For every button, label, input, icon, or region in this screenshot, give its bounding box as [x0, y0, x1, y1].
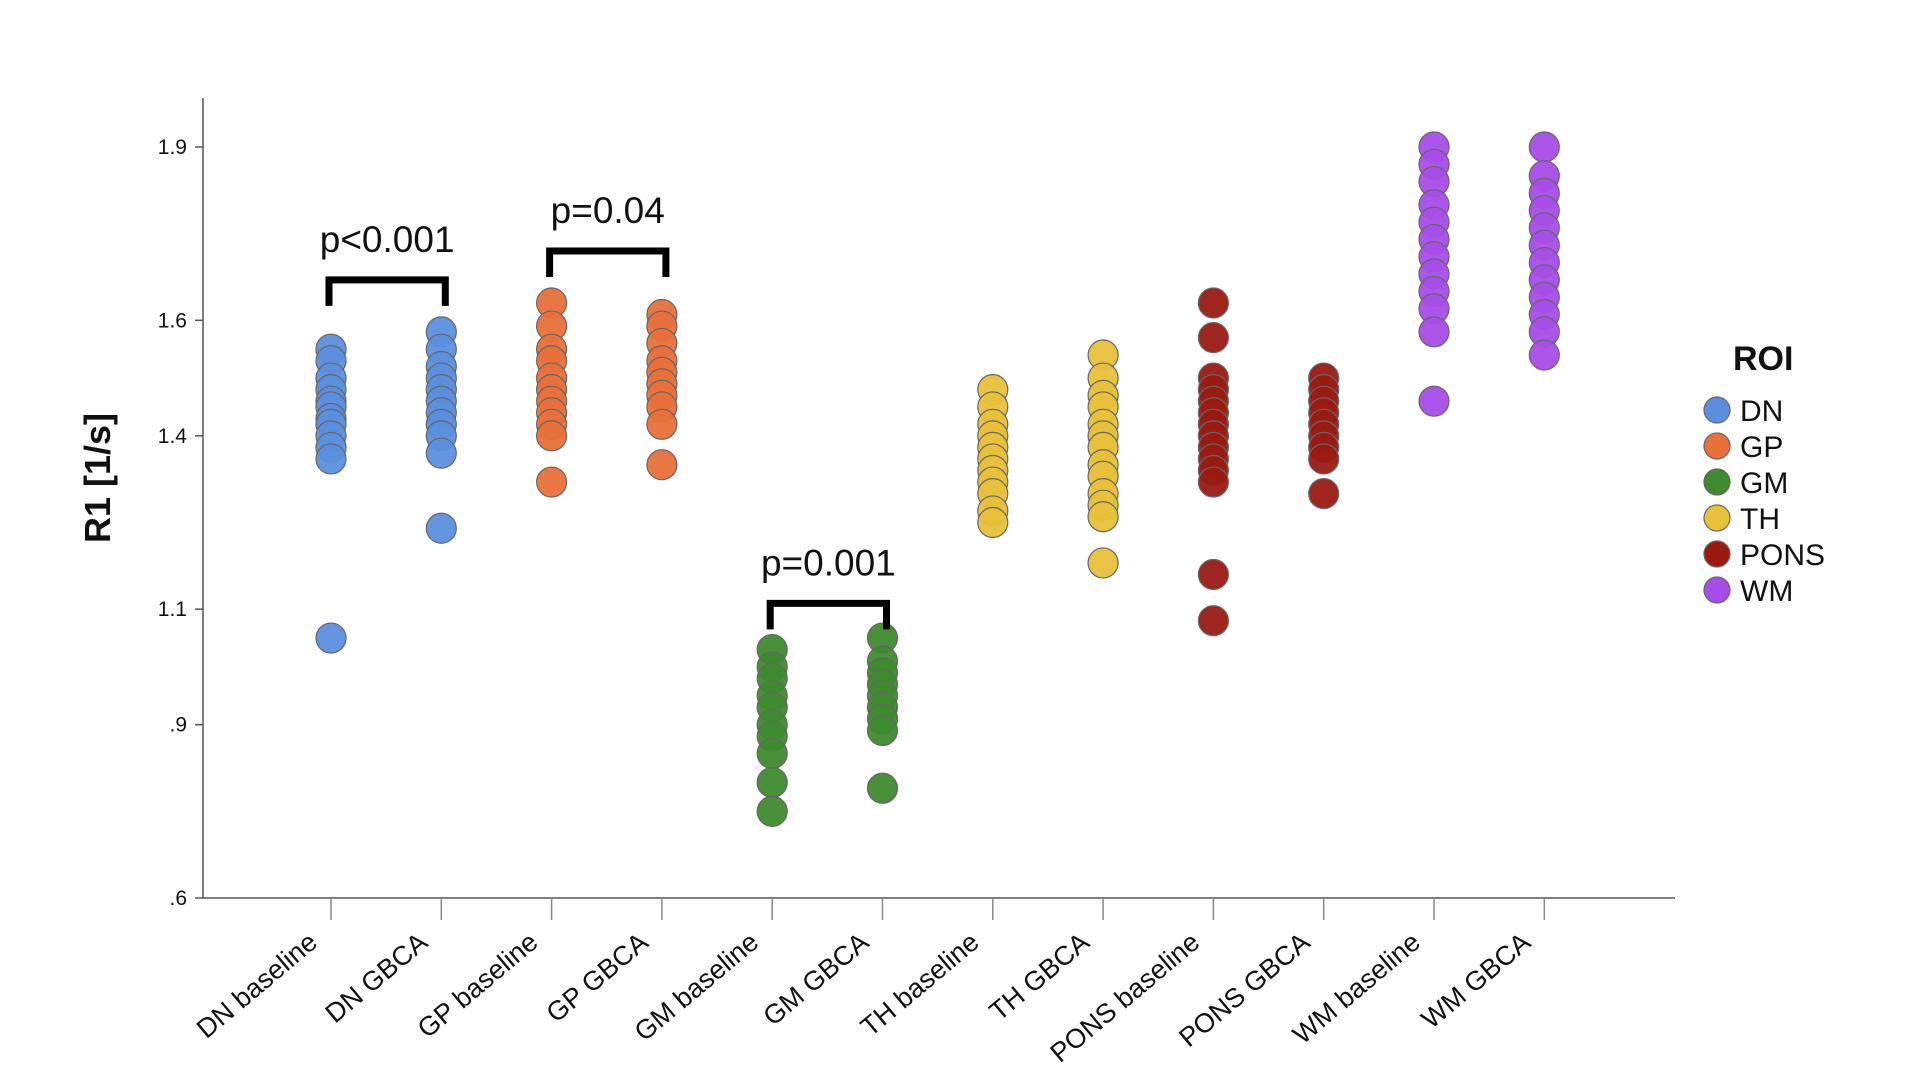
data-point	[535, 466, 568, 498]
legend-label: GP	[1740, 431, 1783, 464]
x-tick-label: TH baseline	[855, 927, 985, 1043]
legend-marker	[1703, 504, 1731, 532]
y-axis-label: R1 [1/s]	[77, 413, 118, 543]
significance-bracket	[325, 276, 449, 306]
data-point	[1087, 547, 1119, 579]
y-tick-label: 1.4	[158, 425, 188, 448]
legend-label: PONS	[1740, 539, 1825, 572]
p-value-label: p=0.04	[551, 190, 665, 231]
data-point	[756, 737, 788, 770]
legend-marker	[1703, 576, 1731, 604]
data-point	[756, 795, 788, 827]
data-point	[535, 420, 568, 452]
x-tick-label: GP baseline	[412, 927, 544, 1044]
data-point	[646, 449, 678, 481]
legend-marker	[1703, 396, 1731, 424]
legend-marker	[1703, 540, 1731, 568]
y-tick-label: .6	[169, 887, 187, 910]
data-point	[1528, 339, 1560, 371]
data-point	[315, 443, 347, 475]
data-point	[1197, 287, 1230, 319]
data-point	[1197, 466, 1230, 498]
data-point	[866, 772, 899, 804]
data-point	[1087, 501, 1119, 533]
legend-marker	[1703, 468, 1731, 496]
legend-label: GM	[1740, 467, 1788, 500]
x-tick-label: WM GBCA	[1416, 927, 1536, 1035]
p-value-label: p=0.001	[761, 542, 896, 583]
y-tick-label: 1.6	[158, 309, 187, 332]
data-point	[425, 512, 457, 544]
data-point	[1418, 385, 1450, 417]
x-tick-label: TH GBCA	[984, 927, 1095, 1027]
p-value-label: p<0.001	[320, 219, 455, 260]
data-point	[1197, 322, 1230, 354]
data-point	[425, 437, 457, 469]
x-tick-label: DN GBCA	[320, 927, 434, 1029]
data-point	[977, 506, 1009, 539]
data-point	[1308, 478, 1340, 510]
significance-bracket	[766, 599, 890, 630]
x-tick-label: DN baseline	[191, 927, 323, 1045]
data-point	[646, 408, 678, 440]
legend-label: TH	[1740, 503, 1780, 536]
data-point	[315, 622, 347, 654]
y-tick-label: 1.1	[158, 598, 187, 621]
legend-marker	[1703, 432, 1731, 460]
legend-label: WM	[1740, 575, 1793, 608]
x-tick-label: GP GBCA	[541, 927, 654, 1029]
y-tick-label: .9	[169, 714, 187, 737]
legend-label: DN	[1740, 395, 1783, 428]
y-tick-label: 1.9	[158, 136, 187, 159]
data-point	[756, 766, 788, 799]
data-point	[1528, 131, 1560, 163]
significance-bracket	[546, 247, 670, 277]
data-point	[1197, 605, 1230, 637]
data-point	[866, 714, 899, 747]
x-tick-label: GM GBCA	[757, 927, 874, 1032]
data-point	[1418, 316, 1450, 348]
data-point	[1308, 443, 1340, 475]
legend-title: ROI	[1733, 340, 1793, 378]
data-point	[1197, 558, 1230, 591]
